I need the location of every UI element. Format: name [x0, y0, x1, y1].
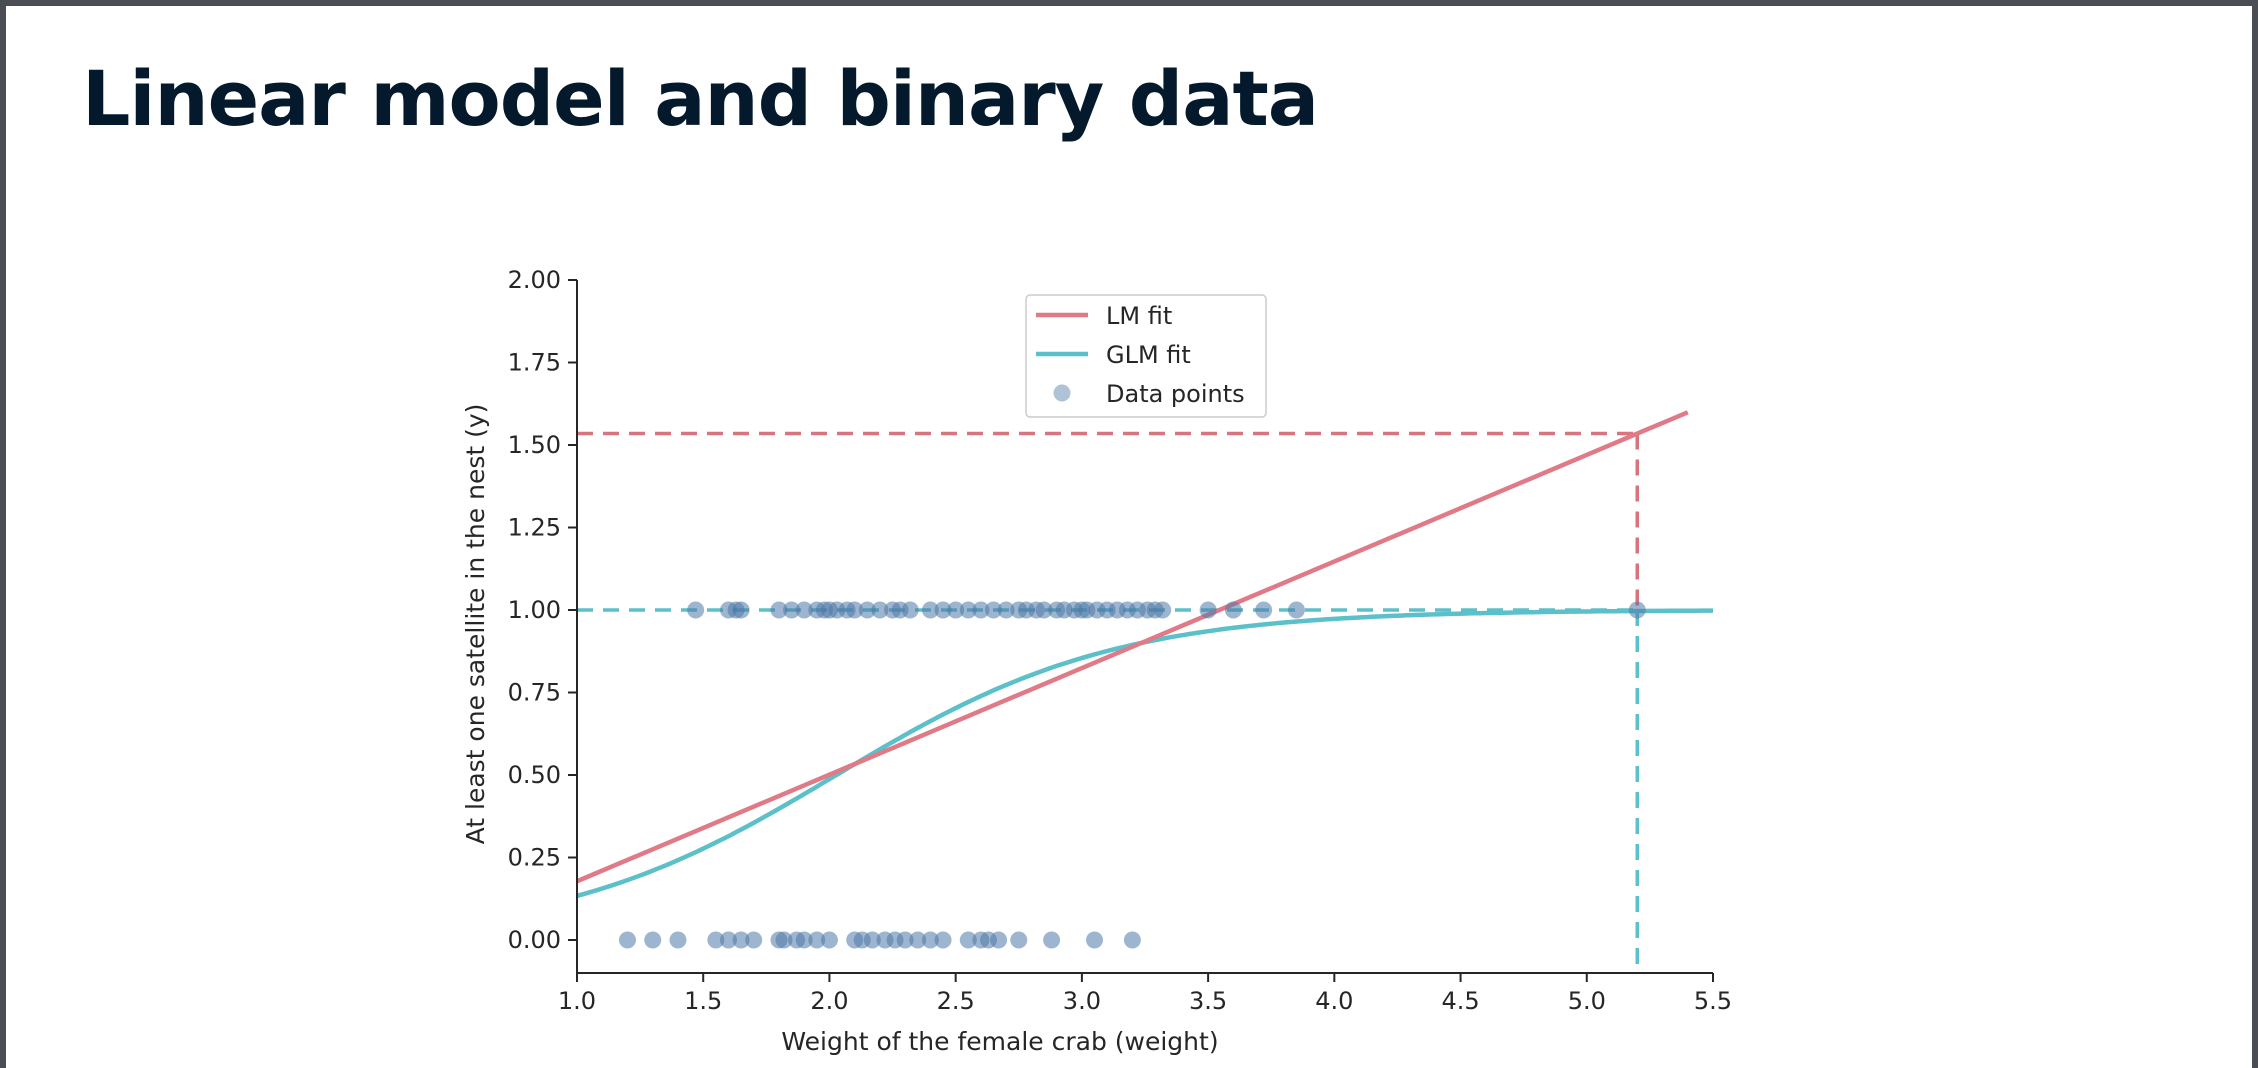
- x-tick-label: 3.5: [1189, 987, 1227, 1015]
- fit-lines: [576, 410, 1713, 899]
- data-point: [719, 931, 737, 949]
- x-tick-label: 1.0: [558, 987, 596, 1015]
- y-tick-label: 2.00: [508, 266, 561, 294]
- data-points: [618, 601, 1646, 949]
- y-tick-label: 0.50: [508, 761, 561, 789]
- glm-fit-line: [576, 608, 1713, 899]
- data-point: [934, 601, 952, 619]
- y-tick-label: 0.75: [508, 679, 561, 707]
- x-tick-label: 5.5: [1694, 987, 1732, 1015]
- data-point: [863, 931, 881, 949]
- reference-lines: [577, 431, 1640, 973]
- data-point: [808, 931, 826, 949]
- data-point: [732, 601, 750, 619]
- x-tick-label: 4.5: [1441, 987, 1479, 1015]
- data-point: [1199, 601, 1217, 619]
- data-point: [618, 931, 636, 949]
- data-point: [972, 601, 990, 619]
- legend: LM fit GLM fit Data points: [1025, 294, 1267, 418]
- axes: 1.0 1.5 2.0 2.5 3.0 3.5 4.0 4.5 5.0 5.5 0.00 0.25 0.…: [508, 266, 1733, 1015]
- data-point: [985, 601, 1003, 619]
- x-axis-label: Weight of the female crab (weight): [781, 1027, 1218, 1056]
- legend-label: GLM fit: [1106, 341, 1191, 369]
- data-point: [1043, 931, 1061, 949]
- x-tick-label: 4.0: [1315, 987, 1353, 1015]
- data-point: [997, 601, 1015, 619]
- y-tick-label: 1.50: [508, 431, 561, 459]
- y-tick-label: 1.25: [508, 514, 561, 542]
- legend-label: LM fit: [1106, 302, 1172, 330]
- slide-title: Linear model and binary data: [82, 54, 1319, 143]
- data-point: [990, 931, 1008, 949]
- data-point: [770, 601, 788, 619]
- data-point: [858, 601, 876, 619]
- data-point: [820, 931, 838, 949]
- data-point: [707, 931, 725, 949]
- data-point: [896, 931, 914, 949]
- y-tick-label: 0.00: [508, 926, 561, 954]
- legend-box: [1025, 294, 1267, 418]
- data-point: [732, 931, 750, 949]
- lm-fit-line: [576, 410, 1689, 884]
- legend-label: Data points: [1106, 380, 1245, 408]
- data-point: [644, 931, 662, 949]
- data-point: [783, 601, 801, 619]
- data-point: [1224, 601, 1242, 619]
- x-tick-label: 2.0: [810, 987, 848, 1015]
- y-tick-label: 1.75: [508, 349, 561, 377]
- data-point: [1086, 931, 1104, 949]
- data-point: [1123, 931, 1141, 949]
- x-tick-label: 1.5: [684, 987, 722, 1015]
- data-point: [795, 601, 813, 619]
- y-tick-label: 0.25: [508, 844, 561, 872]
- data-point: [795, 931, 813, 949]
- y-axis-label: At least one satellite in the nest (y): [461, 404, 490, 845]
- data-point: [934, 931, 952, 949]
- data-point: [959, 931, 977, 949]
- data-point: [1010, 931, 1028, 949]
- data-point: [1255, 601, 1273, 619]
- data-point: [921, 601, 939, 619]
- data-point: [959, 601, 977, 619]
- data-point: [1287, 601, 1305, 619]
- x-tick-label: 3.0: [1063, 987, 1101, 1015]
- data-point: [947, 601, 965, 619]
- data-point: [1154, 601, 1172, 619]
- data-point: [687, 601, 705, 619]
- x-tick-label: 5.0: [1568, 987, 1606, 1015]
- data-point: [1035, 601, 1053, 619]
- data-point: [921, 931, 939, 949]
- data-point: [901, 601, 919, 619]
- data-point: [745, 931, 763, 949]
- y-tick-label: 1.00: [508, 596, 561, 624]
- data-point: [846, 601, 864, 619]
- data-point: [1628, 601, 1646, 619]
- data-point: [909, 931, 927, 949]
- data-point: [775, 931, 793, 949]
- data-point: [669, 931, 687, 949]
- x-tick-label: 2.5: [937, 987, 975, 1015]
- legend-swatch-points: [1053, 384, 1071, 402]
- data-point: [871, 601, 889, 619]
